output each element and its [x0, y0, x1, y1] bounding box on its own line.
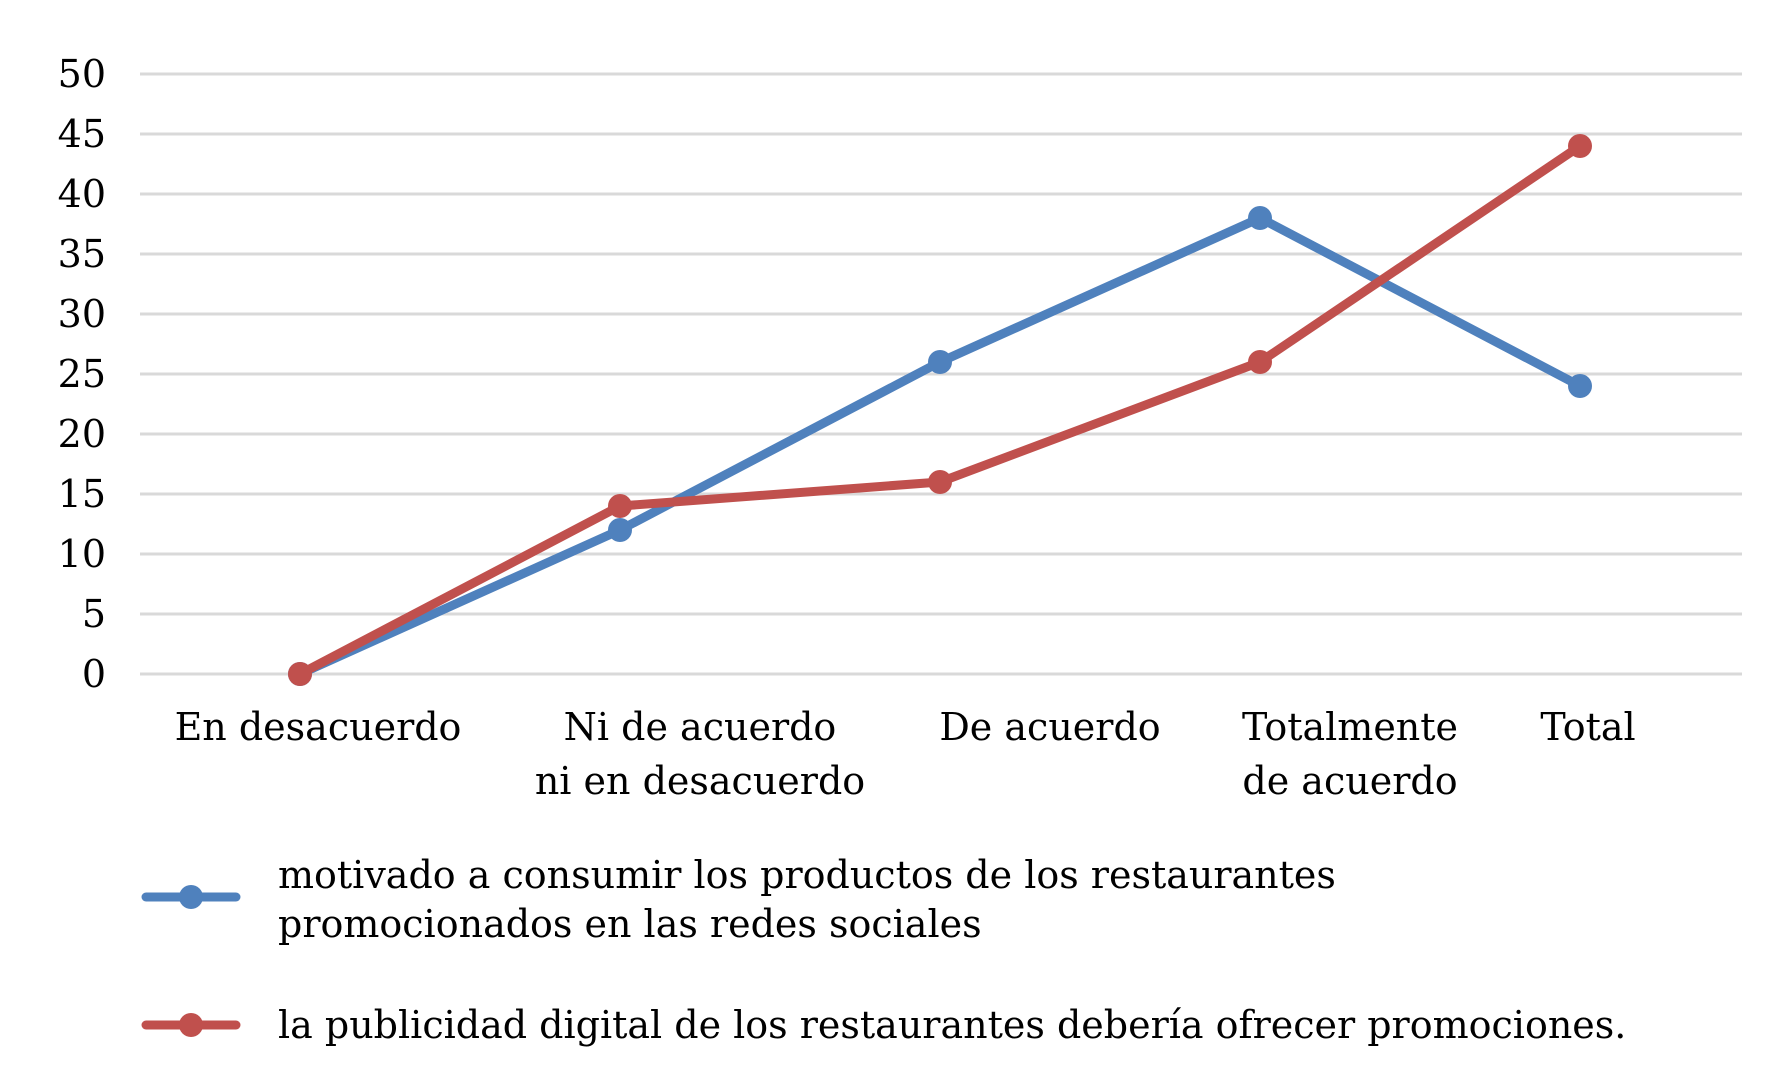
series-line-2 — [295, 141, 1585, 679]
series-2-point — [1568, 134, 1592, 158]
legend-label: promocionados en las redes sociales — [278, 902, 982, 946]
series-2-point — [928, 470, 952, 494]
series-2-point — [608, 494, 632, 518]
legend: motivado a consumir los productos de los… — [141, 853, 1626, 1047]
y-tick-label: 0 — [82, 652, 106, 696]
series-1-point — [928, 350, 952, 374]
legend-swatch-marker — [179, 885, 203, 909]
series-line-1 — [295, 213, 1585, 679]
y-tick-label: 5 — [82, 592, 106, 636]
series-1-point — [1248, 206, 1272, 230]
x-category-label: Ni de acuerdo — [564, 705, 837, 749]
gridlines — [140, 72, 1742, 676]
y-tick-label: 50 — [58, 52, 106, 96]
y-tick-label: 40 — [58, 172, 106, 216]
series-2-point — [288, 662, 312, 686]
x-category-label: Totalmente — [1242, 705, 1458, 749]
y-tick-label: 15 — [58, 472, 106, 516]
y-tick-label: 35 — [58, 232, 106, 276]
y-tick-label: 25 — [58, 352, 106, 396]
series-2-point — [1248, 350, 1272, 374]
y-axis-tick-labels: 0 5 10 15 20 25 30 35 40 45 50 — [58, 52, 106, 696]
y-tick-label: 10 — [58, 532, 106, 576]
x-category-label: de acuerdo — [1242, 759, 1457, 803]
legend-swatch-marker — [179, 1013, 203, 1037]
x-category-label: ni en desacuerdo — [535, 759, 865, 803]
series-1-point — [1568, 374, 1592, 398]
legend-label: la publicidad digital de los restaurante… — [278, 1003, 1626, 1047]
legend-label: motivado a consumir los productos de los… — [278, 853, 1336, 897]
x-category-label: Total — [1540, 705, 1635, 749]
x-category-label: De acuerdo — [939, 705, 1160, 749]
series-lines — [288, 134, 1592, 686]
x-axis-category-labels: En desacuerdo Ni de acuerdo ni en desacuer… — [175, 705, 1636, 803]
y-tick-label: 45 — [58, 112, 106, 156]
y-tick-label: 20 — [58, 412, 106, 456]
y-tick-label: 30 — [58, 292, 106, 336]
x-category-label: En desacuerdo — [175, 705, 462, 749]
series-1-point — [608, 518, 632, 542]
